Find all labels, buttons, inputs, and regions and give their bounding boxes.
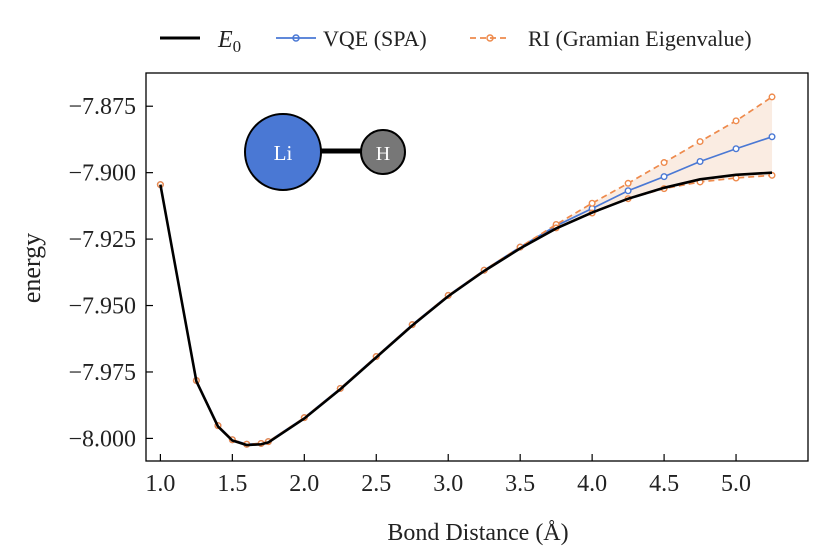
x-tick-label: 4.5 bbox=[649, 471, 679, 497]
x-tick-label: 1.5 bbox=[217, 471, 247, 497]
legend-vqe-label: VQE (SPA) bbox=[323, 26, 427, 51]
uncertainty-band bbox=[556, 96, 773, 228]
series-point-ri-gramian-eigenvalue bbox=[696, 138, 704, 146]
y-tick-label: −7.900 bbox=[68, 161, 136, 187]
series-point-ri-gramian-eigenvalue bbox=[768, 93, 776, 101]
series-point-ri-gramian-eigenvalue bbox=[624, 179, 632, 187]
lih-molecule-inset: Li H bbox=[244, 113, 406, 191]
x-tick-label: 2.5 bbox=[361, 471, 391, 497]
li-atom bbox=[244, 113, 322, 191]
series-point-ri-gramian-eigenvalue bbox=[588, 199, 596, 207]
series-layer bbox=[156, 93, 776, 448]
x-tick-label: 2.0 bbox=[289, 471, 319, 497]
series-point-vqe-spa bbox=[660, 173, 668, 181]
legend-vqe-marker bbox=[292, 34, 300, 42]
y-tick-label: −7.950 bbox=[68, 294, 136, 320]
y-axis: −7.875 −7.900 −7.925 −7.950 −7.975 −8.000 bbox=[68, 94, 153, 452]
legend-ri-label: RI (Gramian Eigenvalue) bbox=[528, 26, 752, 51]
x-tick-label: 3.5 bbox=[505, 471, 535, 497]
y-axis-title: energy bbox=[17, 233, 46, 303]
li-atom-label: Li bbox=[274, 141, 293, 165]
y-tick-label: −7.975 bbox=[68, 360, 136, 386]
band-area bbox=[556, 96, 773, 228]
series-line-e0 bbox=[159, 171, 773, 447]
legend-ri-marker bbox=[486, 34, 494, 42]
legend: E0 VQE (SPA) RI (Gramian Eigenvalue) bbox=[160, 26, 752, 56]
x-axis-title: Bond Distance (Å) bbox=[387, 520, 568, 546]
series-point-vqe-spa bbox=[624, 187, 632, 195]
series-point-vqe-spa bbox=[732, 145, 740, 153]
legend-e0-label: E0 bbox=[217, 27, 241, 56]
series-point-ri-gramian-eigenvalue bbox=[732, 117, 740, 125]
y-tick-label: −7.875 bbox=[68, 94, 136, 120]
y-tick-label: −7.925 bbox=[68, 227, 136, 253]
x-tick-label: 1.0 bbox=[145, 471, 175, 497]
plot-frame bbox=[145, 72, 809, 462]
x-tick-label: 3.0 bbox=[433, 471, 463, 497]
h-atom bbox=[360, 129, 406, 175]
h-atom-label: H bbox=[376, 143, 390, 165]
series-point-vqe-spa bbox=[696, 157, 704, 165]
x-axis: 1.0 1.5 2.0 2.5 3.0 3.5 4.0 4.5 5.0 bbox=[145, 454, 751, 497]
y-tick-label: −8.000 bbox=[68, 426, 136, 452]
x-tick-label: 5.0 bbox=[721, 471, 751, 497]
x-tick-label: 4.0 bbox=[577, 471, 607, 497]
series-point-ri-gramian-eigenvalue bbox=[660, 159, 668, 167]
series-point-vqe-spa bbox=[768, 133, 776, 141]
